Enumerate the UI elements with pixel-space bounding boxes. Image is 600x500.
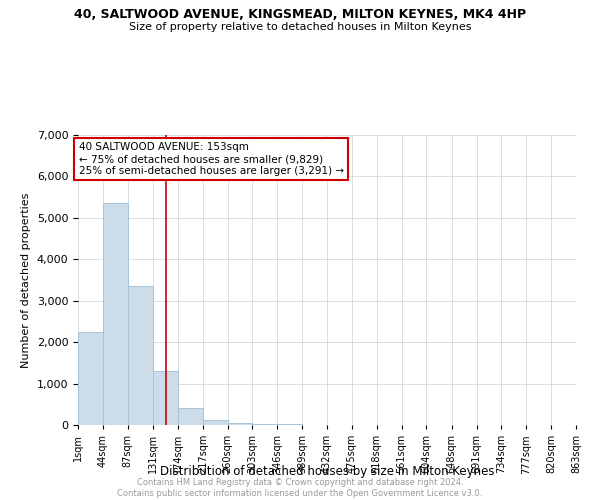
- Bar: [203, 420, 227, 425]
- Bar: [78, 332, 103, 425]
- Bar: [178, 408, 203, 425]
- Y-axis label: Number of detached properties: Number of detached properties: [21, 192, 31, 368]
- Text: Distribution of detached houses by size in Milton Keynes: Distribution of detached houses by size …: [160, 465, 494, 478]
- Bar: [277, 424, 302, 425]
- Bar: [103, 204, 128, 425]
- Text: 40, SALTWOOD AVENUE, KINGSMEAD, MILTON KEYNES, MK4 4HP: 40, SALTWOOD AVENUE, KINGSMEAD, MILTON K…: [74, 8, 526, 20]
- Bar: [153, 371, 178, 425]
- Bar: [253, 424, 277, 425]
- Bar: [128, 286, 153, 425]
- Bar: [227, 423, 253, 425]
- Text: Contains HM Land Registry data © Crown copyright and database right 2024.
Contai: Contains HM Land Registry data © Crown c…: [118, 478, 482, 498]
- Text: 40 SALTWOOD AVENUE: 153sqm
← 75% of detached houses are smaller (9,829)
25% of s: 40 SALTWOOD AVENUE: 153sqm ← 75% of deta…: [79, 142, 344, 176]
- Text: Size of property relative to detached houses in Milton Keynes: Size of property relative to detached ho…: [129, 22, 471, 32]
